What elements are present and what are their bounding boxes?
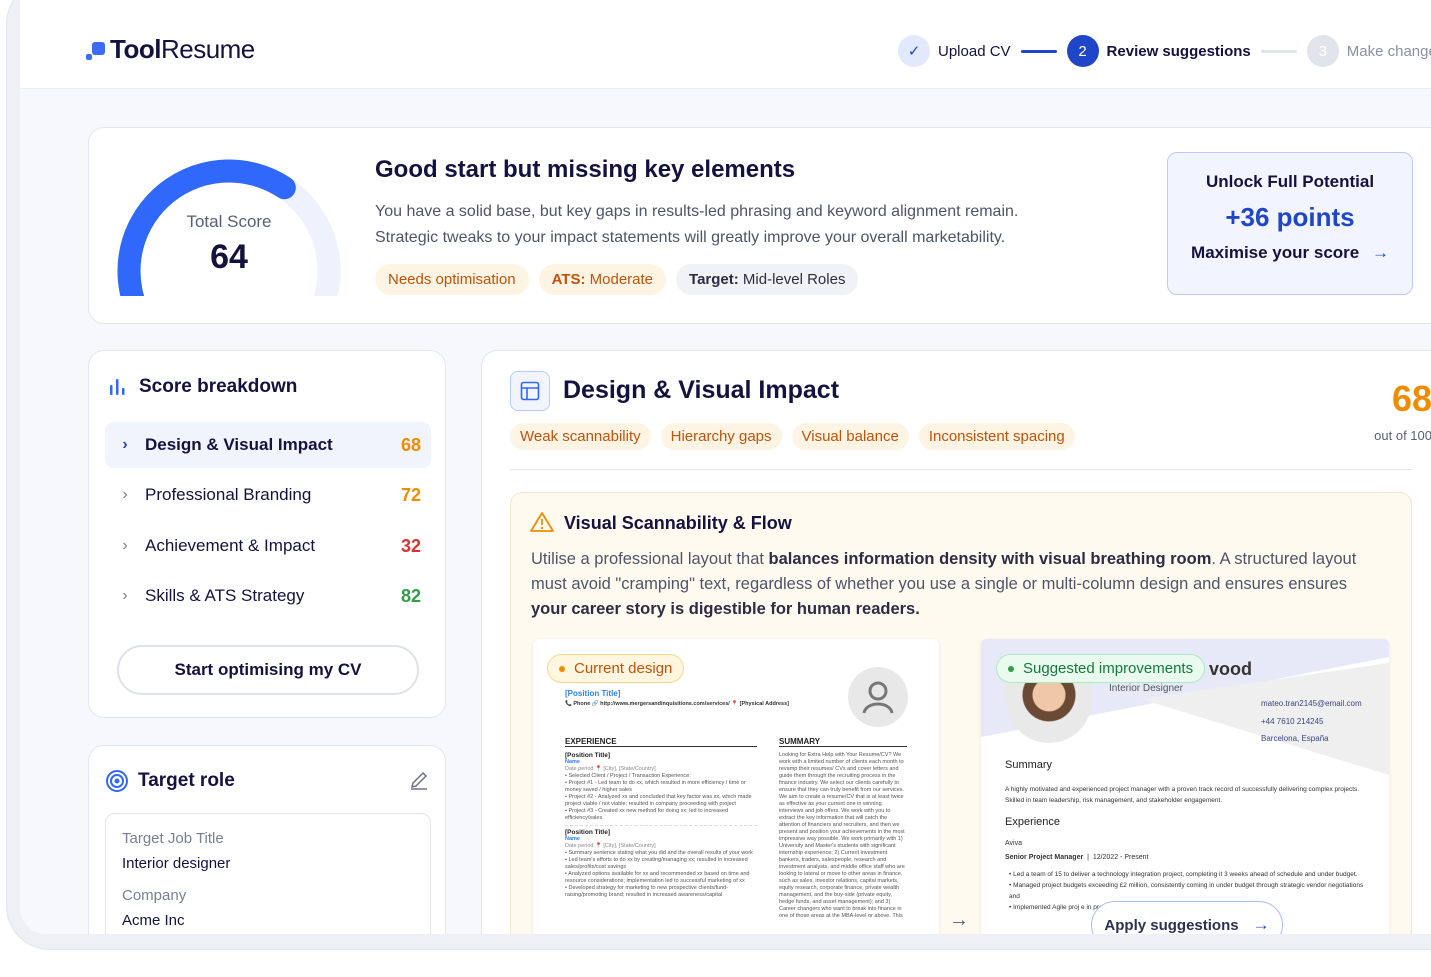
tag-target: Target: Mid-level Roles xyxy=(676,264,859,295)
arrow-right-icon: → xyxy=(949,909,969,931)
summary-tags: Needs optimisation ATS: Moderate Target:… xyxy=(375,264,868,295)
warning-icon xyxy=(530,512,554,532)
current-summary: Looking for Extra Help with Your Resume/… xyxy=(779,752,905,919)
cv-contact: mateo.tran2145@email.com +44 7610 214245 B… xyxy=(1261,699,1362,743)
design-impact-detail-card: Design & Visual Impact Weak scannability… xyxy=(481,350,1431,934)
breakdown-item-branding[interactable]: › Professional Branding 72 xyxy=(105,472,431,518)
current-experience: [Position Title] Name Date period 📍 [Cit… xyxy=(565,752,757,899)
edit-pencil-icon[interactable] xyxy=(409,770,429,790)
gauge-fill xyxy=(117,159,296,296)
layout-icon xyxy=(510,371,550,411)
target-role-title: Target role xyxy=(138,770,235,791)
chevron-right-icon: › xyxy=(122,587,128,604)
step-upload-cv[interactable]: ✓ Upload CV xyxy=(898,35,1011,67)
start-optimising-button[interactable]: Start optimising my CV xyxy=(117,645,419,695)
summary-description: You have a solid base, but key gaps in r… xyxy=(375,203,1019,246)
maximise-score-link[interactable]: Maximise your score → xyxy=(1191,243,1389,262)
stepper: ✓ Upload CV 2 Review suggestions 3 Make … xyxy=(898,35,1431,67)
tag-needs-optimisation: Needs optimisation xyxy=(375,264,529,295)
company-value[interactable]: Acme Inc xyxy=(122,912,185,929)
chevron-right-icon: › xyxy=(122,486,128,503)
score-gauge xyxy=(117,159,341,296)
arrow-right-icon: → xyxy=(1371,243,1389,262)
summary-title: Good start but missing key elements xyxy=(375,156,796,183)
detail-score-sub: out of 100 xyxy=(1374,428,1431,443)
breakdown-item-skills[interactable]: › Skills & ATS Strategy 82 xyxy=(105,573,431,619)
detail-tags: Weak scannability Hierarchy gaps Visual … xyxy=(510,423,1085,450)
detail-title: Design & Visual Impact xyxy=(563,376,840,404)
top-header: Tool Resume ✓ Upload CV 2 Review suggesti… xyxy=(20,0,1431,89)
target-job-title-value[interactable]: Interior designer xyxy=(122,855,231,872)
score-summary-card: Total Score 64 Good start but missing ke… xyxy=(88,127,1431,324)
breakdown-title: Score breakdown xyxy=(139,376,298,397)
tag: Inconsistent spacing xyxy=(918,423,1075,450)
tag: Visual balance xyxy=(791,423,909,450)
step-connector xyxy=(1260,49,1297,53)
insight-box: Visual Scannability & Flow Utilise a pro… xyxy=(510,492,1412,934)
bar-chart-icon xyxy=(110,379,125,395)
app-window: Tool Resume ✓ Upload CV 2 Review suggesti… xyxy=(20,0,1431,934)
divider xyxy=(510,469,1412,470)
tag: Hierarchy gaps xyxy=(660,423,782,450)
apply-suggestions-button[interactable]: Apply suggestions → xyxy=(1091,901,1283,934)
step-review-suggestions[interactable]: 2 Review suggestions xyxy=(1066,35,1251,67)
breakdown-item-achievement[interactable]: › Achievement & Impact 32 xyxy=(105,523,431,569)
current-design-badge: Current design xyxy=(547,654,685,683)
current-design-preview: [Position Title] 📞 Phone 🔗 http://www.me… xyxy=(533,639,939,934)
step-make-changes[interactable]: 3 Make change xyxy=(1306,35,1431,67)
avatar-placeholder-icon xyxy=(848,667,908,727)
detail-score: 68 xyxy=(1391,378,1431,419)
step-connector xyxy=(1020,49,1057,53)
suggested-improvements-badge: Suggested improvements xyxy=(996,654,1206,683)
logo-mark-icon xyxy=(86,38,108,62)
target-role-card: Target role Target Job Title Interior de… xyxy=(88,745,446,934)
chevron-right-icon: › xyxy=(122,537,128,554)
total-score-value: 64 xyxy=(210,238,248,276)
score-breakdown-card: Score breakdown › Design & Visual Impact 6… xyxy=(88,350,446,718)
breakdown-item-design[interactable]: › Design & Visual Impact 68 xyxy=(105,422,431,468)
total-score-label: Total Score xyxy=(186,212,272,231)
tag: Weak scannability xyxy=(510,423,651,450)
check-icon: ✓ xyxy=(898,35,930,67)
chevron-right-icon: › xyxy=(122,436,128,453)
target-icon xyxy=(106,770,128,792)
insight-text: Utilise a professional layout that balan… xyxy=(531,550,1357,618)
logo[interactable]: Tool Resume xyxy=(86,34,255,65)
arrow-right-icon: → xyxy=(1252,915,1270,934)
target-role-fields: Target Job Title Interior designer Compa… xyxy=(105,813,431,934)
suggested-design-preview: vood Interior Designer mateo.tran2145@em… xyxy=(981,639,1389,934)
unlock-potential-box[interactable]: Unlock Full Potential +36 points Maximis… xyxy=(1167,152,1413,295)
tag-ats: ATS: Moderate xyxy=(538,264,667,295)
insight-title: Visual Scannability & Flow xyxy=(564,513,792,533)
